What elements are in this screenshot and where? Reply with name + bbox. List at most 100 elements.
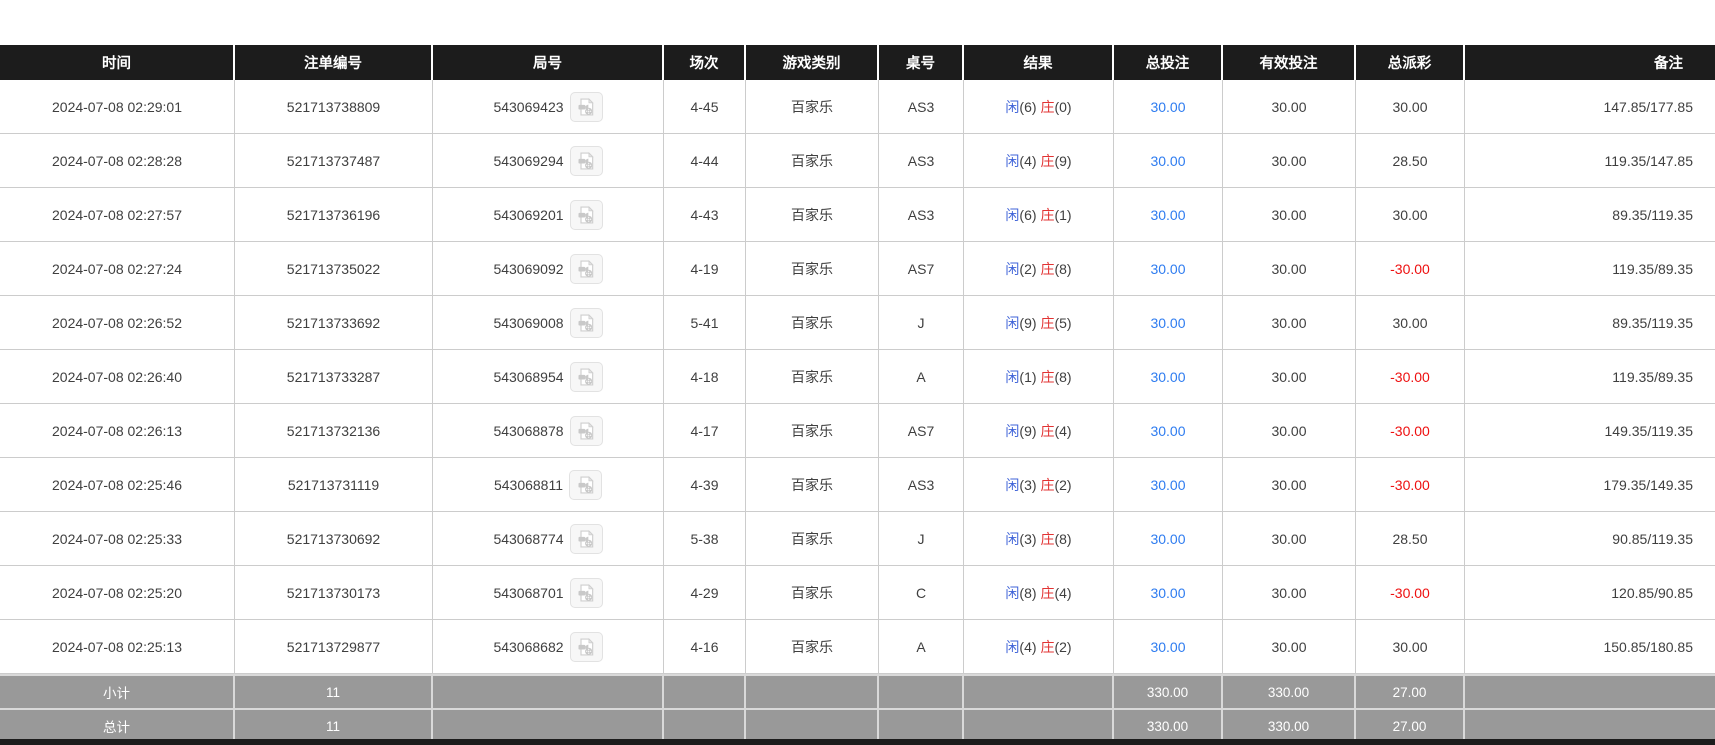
cell-remark: 150.85/180.85: [1465, 620, 1715, 674]
cell-total-bet: 30.00: [1114, 404, 1223, 458]
time-value: 2024-07-08 02:28:28: [52, 152, 182, 169]
round-id-value: 543069201: [493, 206, 564, 223]
total-bet-value[interactable]: 30.00: [1150, 368, 1186, 385]
total-bet-value[interactable]: 30.00: [1150, 638, 1186, 655]
payout-value: 28.50: [1392, 152, 1428, 169]
banker-result-points: (8): [1054, 530, 1072, 547]
video-replay-icon[interactable]: [569, 631, 603, 662]
cell-bet-id: 521713735022: [235, 242, 433, 296]
remark-value: 179.35/149.35: [1603, 476, 1693, 493]
cell-result: 闲(6) 庄(0): [964, 80, 1114, 134]
summary-count: 11: [235, 708, 433, 742]
cell-time: 2024-07-08 02:25:33: [0, 512, 235, 566]
video-replay-icon[interactable]: [569, 577, 603, 608]
total-bet-value[interactable]: 30.00: [1150, 314, 1186, 331]
player-result-label: 闲: [1005, 530, 1020, 547]
cell-time: 2024-07-08 02:27:57: [0, 188, 235, 242]
cell-result: 闲(9) 庄(4): [964, 404, 1114, 458]
valid-bet-value: 30.00: [1271, 584, 1307, 601]
game-type-value: 百家乐: [791, 206, 833, 223]
cell-round-id: 543068878: [433, 404, 664, 458]
column-header-result: 结果: [964, 45, 1114, 80]
bet-id-value: 521713737487: [286, 152, 381, 169]
banker-result-points: (8): [1054, 260, 1072, 277]
player-result-points: (1): [1019, 368, 1037, 385]
cell-valid-bet: 30.00: [1223, 242, 1356, 296]
session-value: 4-17: [690, 422, 719, 439]
cell-total-bet: 30.00: [1114, 296, 1223, 350]
video-replay-icon[interactable]: [569, 415, 603, 446]
total-bet-value[interactable]: 30.00: [1150, 98, 1186, 115]
banker-result-points: (0): [1054, 98, 1072, 115]
table-row: 2024-07-08 02:28:28 521713737487 5430692…: [0, 134, 1715, 188]
total-bet-value[interactable]: 30.00: [1150, 530, 1186, 547]
banker-result-points: (9): [1054, 152, 1072, 169]
cell-game-type: 百家乐: [746, 188, 879, 242]
summary-valid-bet: 330.00: [1223, 708, 1356, 742]
cell-payout: 30.00: [1356, 296, 1465, 350]
session-value: 5-41: [690, 314, 719, 331]
cell-time: 2024-07-08 02:27:24: [0, 242, 235, 296]
cell-session: 4-18: [664, 350, 746, 404]
cell-table-no: A: [879, 620, 964, 674]
total-bet-value[interactable]: 30.00: [1150, 422, 1186, 439]
remark-value: 119.35/147.85: [1604, 152, 1694, 169]
round-id-value: 543068811: [493, 476, 564, 493]
cell-time: 2024-07-08 02:28:28: [0, 134, 235, 188]
cell-round-id: 543068774: [433, 512, 664, 566]
total-bet-value[interactable]: 30.00: [1150, 152, 1186, 169]
time-value: 2024-07-08 02:26:40: [52, 368, 182, 385]
video-replay-icon[interactable]: [569, 523, 603, 554]
cell-valid-bet: 30.00: [1223, 620, 1356, 674]
summary-label: 小计: [0, 674, 235, 708]
video-replay-icon[interactable]: [569, 253, 603, 284]
cell-table-no: AS3: [879, 188, 964, 242]
video-replay-icon[interactable]: [569, 307, 603, 338]
cell-remark: 179.35/149.35: [1465, 458, 1715, 512]
total-bet-value[interactable]: 30.00: [1150, 584, 1186, 601]
cell-total-bet: 30.00: [1114, 512, 1223, 566]
cell-game-type: 百家乐: [746, 458, 879, 512]
summary-empty-cell: [664, 708, 746, 742]
remark-value: 147.85/177.85: [1603, 98, 1693, 115]
cell-valid-bet: 30.00: [1223, 512, 1356, 566]
table-no-value: AS3: [907, 98, 935, 115]
cell-session: 4-39: [664, 458, 746, 512]
cell-session: 4-19: [664, 242, 746, 296]
game-type-value: 百家乐: [791, 260, 833, 277]
cell-session: 5-41: [664, 296, 746, 350]
cell-result: 闲(9) 庄(5): [964, 296, 1114, 350]
round-id-value: 543068878: [493, 422, 564, 439]
banker-result-points: (1): [1054, 206, 1072, 223]
video-replay-icon[interactable]: [569, 361, 603, 392]
valid-bet-value: 30.00: [1271, 152, 1307, 169]
cell-round-id: 543069423: [433, 80, 664, 134]
cell-result: 闲(3) 庄(8): [964, 512, 1114, 566]
time-value: 2024-07-08 02:25:13: [52, 638, 182, 655]
payout-value: 28.50: [1392, 530, 1428, 547]
session-value: 5-38: [690, 530, 719, 547]
round-id-value: 543069423: [493, 98, 564, 115]
payout-value: -30.00: [1390, 422, 1430, 439]
game-type-value: 百家乐: [791, 422, 833, 439]
cell-round-id: 543069008: [433, 296, 664, 350]
column-header-total-bet: 总投注: [1114, 45, 1223, 80]
cell-round-id: 543068811: [433, 458, 664, 512]
total-bet-value[interactable]: 30.00: [1150, 476, 1186, 493]
total-bet-value[interactable]: 30.00: [1150, 206, 1186, 223]
cell-remark: 89.35/119.35: [1465, 296, 1715, 350]
payout-value: -30.00: [1390, 260, 1430, 277]
banker-result-label: 庄: [1040, 368, 1055, 385]
game-type-value: 百家乐: [791, 314, 833, 331]
video-replay-icon[interactable]: [569, 145, 603, 176]
total-bet-value[interactable]: 30.00: [1150, 260, 1186, 277]
video-replay-icon[interactable]: [569, 469, 603, 500]
player-result-points: (6): [1019, 98, 1037, 115]
session-value: 4-45: [690, 98, 719, 115]
summary-payout: 27.00: [1356, 674, 1465, 708]
cell-result: 闲(4) 庄(9): [964, 134, 1114, 188]
video-replay-icon[interactable]: [569, 199, 603, 230]
game-type-value: 百家乐: [791, 152, 833, 169]
video-replay-icon[interactable]: [569, 91, 603, 122]
cell-payout: 30.00: [1356, 188, 1465, 242]
